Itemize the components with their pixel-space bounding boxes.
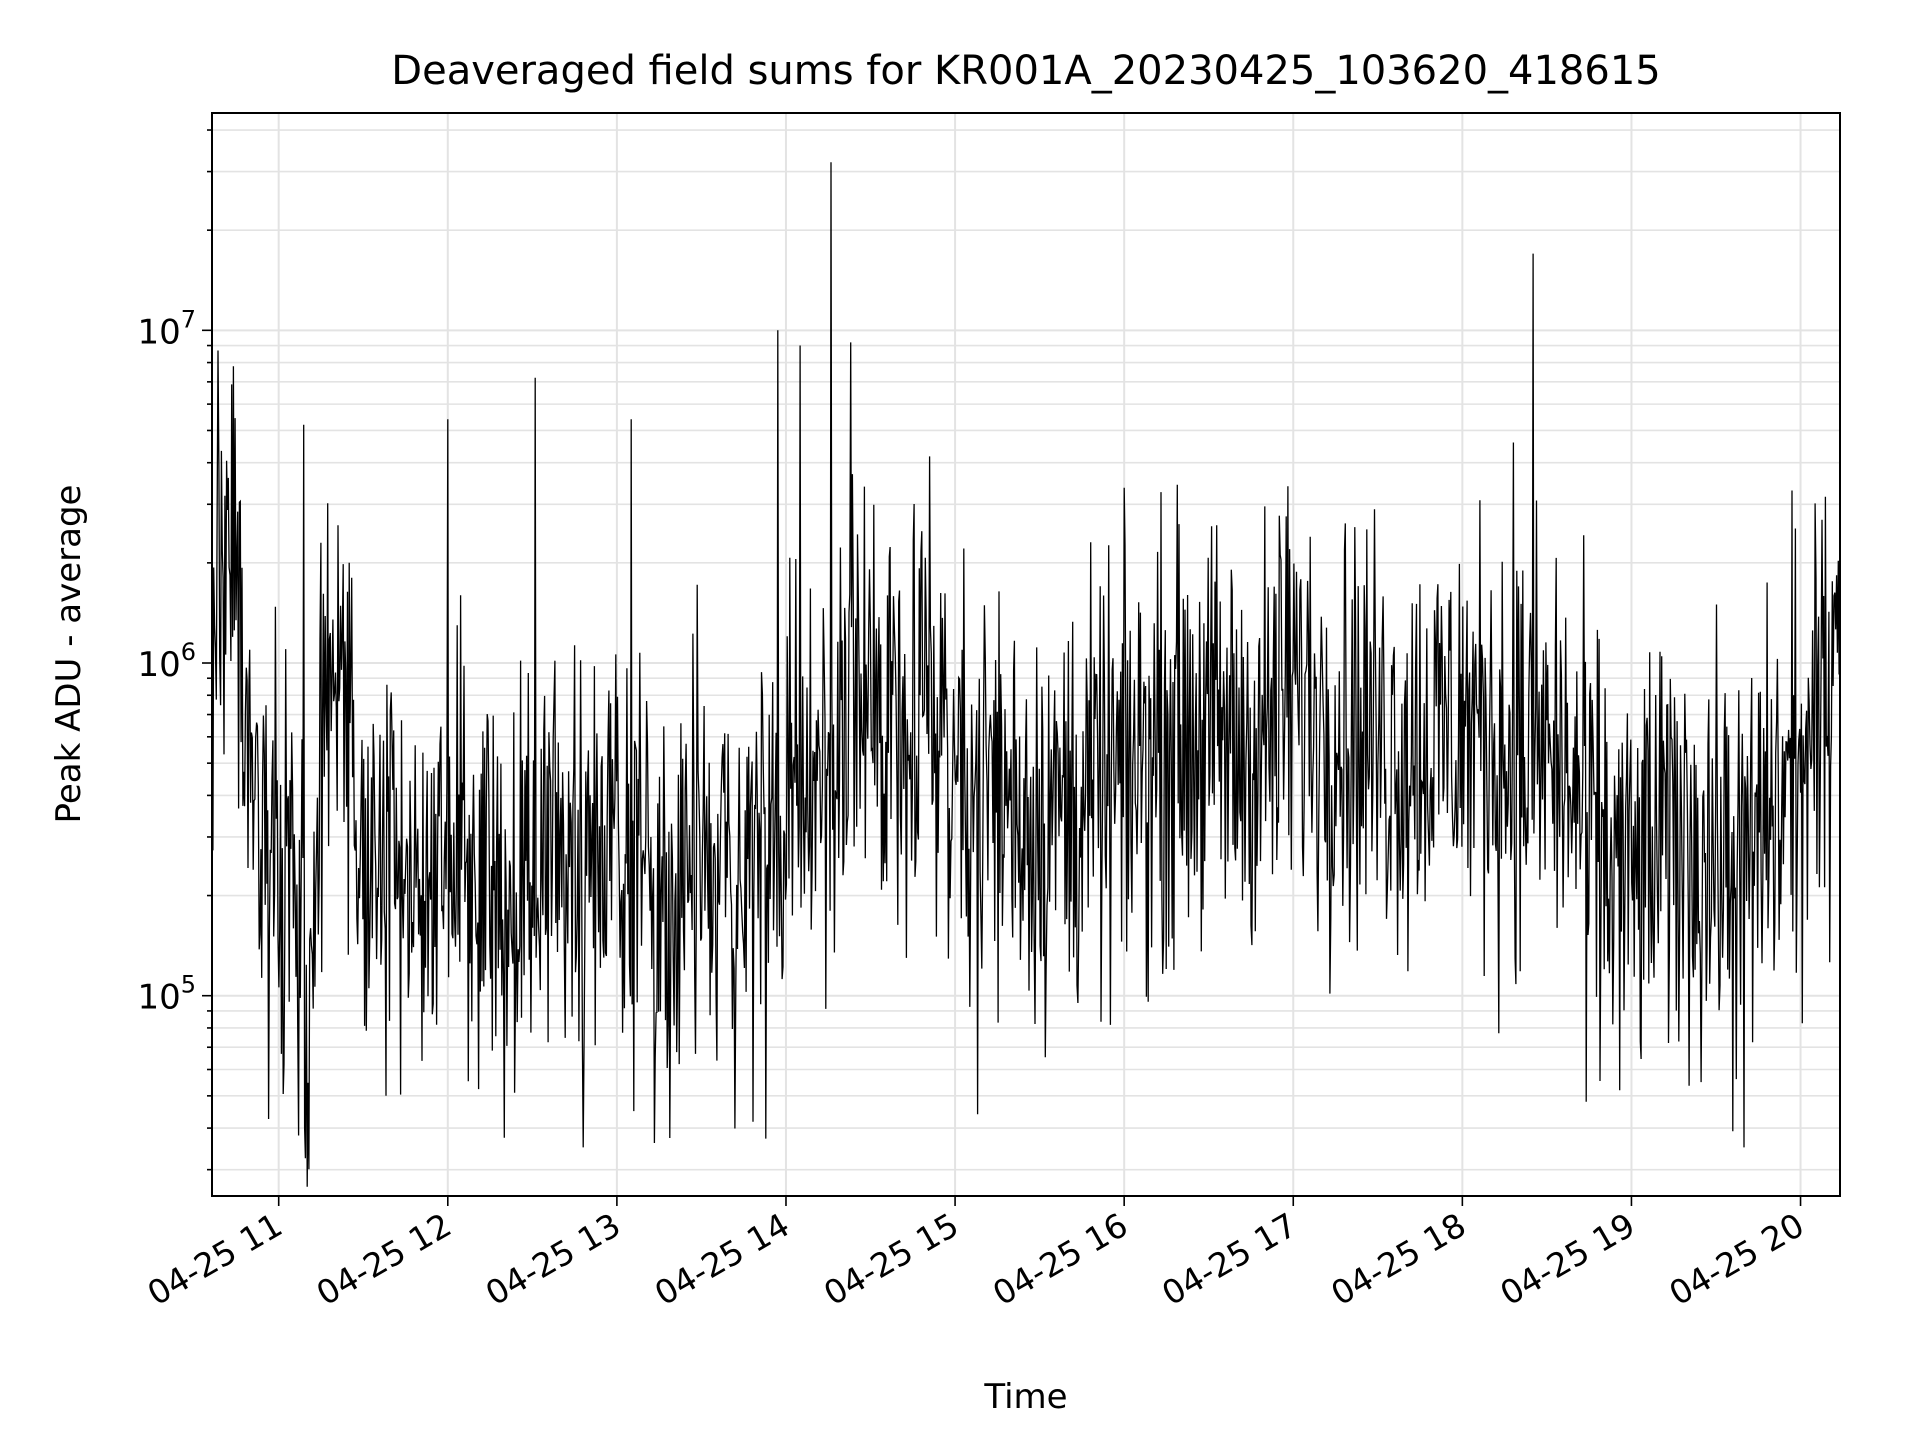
x-tick-label: 04-25 11 <box>141 1205 289 1313</box>
x-axis-ticks: 04-25 11 04-25 12 04-25 13 04-25 14 04-25 15… <box>141 1196 1811 1313</box>
y-tick-label: 105 <box>137 971 196 1018</box>
y-tick-exponent: 7 <box>181 305 196 333</box>
y-tick-base: 10 <box>137 645 180 685</box>
x-tick-label: 04-25 12 <box>310 1205 458 1313</box>
chart-title: Deaveraged field sums for KR001A_2023042… <box>391 48 1660 94</box>
x-tick-label: 04-25 13 <box>479 1205 627 1313</box>
y-tick-label: 107 <box>137 305 196 352</box>
x-tick-label: 04-25 20 <box>1663 1205 1811 1313</box>
y-axis-label: Peak ADU - average <box>49 485 89 824</box>
x-tick-label: 04-25 14 <box>648 1205 796 1313</box>
x-tick-label: 04-25 19 <box>1493 1205 1641 1313</box>
y-tick-base: 10 <box>137 978 180 1018</box>
plot-frame <box>211 112 1841 1197</box>
x-tick-label: 04-25 15 <box>817 1205 965 1313</box>
y-tick-exponent: 6 <box>181 638 196 666</box>
x-axis-label: Time <box>983 1377 1067 1417</box>
grid-lines <box>212 113 1840 1196</box>
x-tick-label: 04-25 17 <box>1155 1205 1303 1313</box>
y-tick-label: 106 <box>137 638 196 685</box>
x-tick-label: 04-25 16 <box>986 1205 1134 1313</box>
y-tick-exponent: 5 <box>181 971 196 999</box>
y-tick-base: 10 <box>137 312 180 352</box>
x-tick-label: 04-25 18 <box>1324 1205 1472 1313</box>
series-layer <box>211 162 1841 1187</box>
series-line <box>211 162 1841 1187</box>
